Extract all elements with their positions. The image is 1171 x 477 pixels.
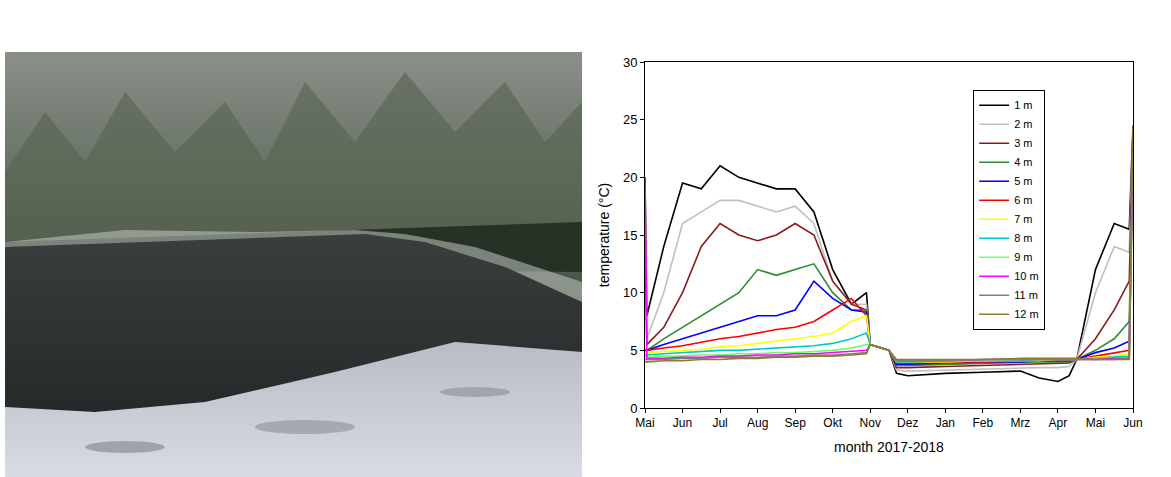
svg-text:12 m: 12 m [1014, 308, 1038, 320]
svg-text:25: 25 [623, 112, 637, 127]
svg-text:Dez: Dez [897, 416, 918, 430]
svg-text:30: 30 [623, 55, 637, 70]
svg-text:Feb: Feb [973, 416, 994, 430]
svg-text:2 m: 2 m [1014, 118, 1032, 130]
svg-text:Jun: Jun [1123, 416, 1142, 430]
svg-text:20: 20 [623, 170, 637, 185]
svg-text:temperature (°C): temperature (°C) [596, 183, 612, 287]
svg-text:10 m: 10 m [1014, 270, 1038, 282]
svg-text:Aug: Aug [747, 416, 768, 430]
svg-text:0: 0 [630, 401, 637, 416]
svg-text:Jan: Jan [936, 416, 955, 430]
svg-text:1 m: 1 m [1014, 99, 1032, 111]
svg-text:Jul: Jul [712, 416, 727, 430]
svg-text:Apr: Apr [1049, 416, 1068, 430]
svg-text:6 m: 6 m [1014, 194, 1032, 206]
svg-text:11 m: 11 m [1014, 289, 1038, 301]
svg-text:Mrz: Mrz [1010, 416, 1030, 430]
svg-text:5 m: 5 m [1014, 175, 1032, 187]
svg-text:Mai: Mai [1086, 416, 1105, 430]
svg-text:8 m: 8 m [1014, 232, 1032, 244]
svg-text:Nov: Nov [860, 416, 881, 430]
svg-text:Mai: Mai [635, 416, 654, 430]
svg-text:5: 5 [630, 343, 637, 358]
svg-text:9 m: 9 m [1014, 251, 1032, 263]
svg-text:Okt: Okt [823, 416, 842, 430]
svg-text:15: 15 [623, 228, 637, 243]
svg-text:month 2017-2018: month 2017-2018 [834, 439, 944, 455]
svg-text:3 m: 3 m [1014, 137, 1032, 149]
svg-text:10: 10 [623, 285, 637, 300]
svg-text:4 m: 4 m [1014, 156, 1032, 168]
svg-text:Sep: Sep [784, 416, 806, 430]
svg-text:7 m: 7 m [1014, 213, 1032, 225]
svg-text:Jun: Jun [673, 416, 692, 430]
